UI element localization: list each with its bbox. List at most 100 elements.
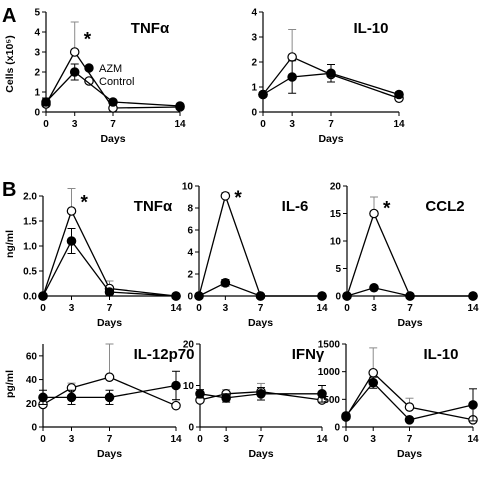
y-tick-label: 1500 (318, 340, 341, 351)
y-tick-label: 10 (183, 381, 195, 392)
data-point-azm (175, 101, 185, 111)
panel-label-a: A (2, 5, 16, 27)
significance-star: * (84, 30, 92, 51)
x-tick-label: 3 (370, 434, 376, 445)
data-point-control (69, 47, 80, 57)
data-point-azm (108, 97, 118, 107)
data-point-control (369, 208, 379, 219)
x-tick-label: 14 (467, 303, 479, 314)
series-line (262, 72, 400, 96)
data-point-control (220, 191, 231, 201)
legend-azm-label: AZM (99, 63, 122, 75)
data-point-azm (368, 377, 379, 388)
chart-title: TNFα (134, 198, 173, 215)
x-axis-label: Days (248, 317, 273, 329)
data-point-control (287, 52, 297, 62)
data-point-azm (287, 72, 297, 82)
data-point-azm (326, 68, 336, 79)
y-tick-label: 5 (335, 264, 341, 275)
y-tick-label: 1.5 (23, 217, 37, 228)
data-point-azm (258, 89, 268, 100)
data-point-azm (369, 282, 379, 293)
y-tick-label: 0 (335, 292, 341, 303)
x-tick-label: 3 (223, 434, 229, 445)
data-point-azm (171, 291, 181, 301)
series-line (262, 56, 400, 99)
series-line (45, 71, 181, 107)
x-tick-label: 14 (316, 303, 328, 314)
y-tick-label: 0 (251, 108, 257, 119)
y-tick-label: 6 (187, 226, 193, 237)
legend: AZM Control (84, 63, 134, 88)
x-tick-label: 14 (174, 119, 186, 130)
chart-title: IFNγ (292, 346, 325, 363)
y-tick-label: 0 (188, 423, 194, 434)
x-tick-label: 3 (69, 303, 75, 314)
data-point-azm (38, 392, 48, 403)
chart-title: IL-10 (353, 20, 388, 37)
data-point-azm (468, 291, 478, 301)
x-tick-label: 7 (258, 434, 264, 445)
x-tick-label: 0 (40, 303, 46, 314)
data-point-azm (255, 291, 266, 301)
data-point-control (104, 372, 115, 382)
y-tick-label: 3 (34, 48, 40, 59)
y-tick-label: 0.5 (23, 267, 37, 278)
y-tick-label: 1.0 (23, 242, 37, 253)
y-tick-label: 20 (183, 340, 195, 351)
x-tick-label: 0 (260, 119, 266, 130)
series-azm (341, 376, 478, 425)
data-point-azm (220, 277, 231, 288)
x-axis-label: Days (318, 133, 343, 145)
data-point-azm (104, 287, 115, 297)
series-line (43, 384, 177, 399)
chart-panel-6: 0 20 40 60 0 3 7 14 Days pg/ml IL-12p70 (4, 343, 195, 460)
data-point-azm (317, 291, 327, 301)
x-tick-label: 3 (223, 303, 229, 314)
chart-panel-3: 0.0 0.5 1.0 1.5 2.0 0 3 7 14 Days ng/ml TNFα * (4, 188, 182, 329)
data-point-azm (38, 291, 48, 301)
legend-control-label: Control (99, 76, 134, 88)
data-point-azm (41, 97, 51, 107)
y-tick-label: 0 (187, 292, 193, 303)
x-tick-label: 7 (107, 303, 113, 314)
data-point-azm (468, 400, 478, 410)
x-tick-label: 3 (289, 119, 295, 130)
data-point-azm (342, 291, 352, 301)
series-azm (38, 370, 181, 405)
chart-panel-2: 0 1 2 3 4 0 3 7 14 Days IL-10 (251, 8, 405, 146)
y-tick-label: 1000 (318, 367, 341, 378)
series-azm (38, 228, 181, 301)
x-axis-label: Days (397, 317, 422, 329)
y-tick-label: 8 (187, 204, 193, 215)
significance-star: * (383, 198, 391, 219)
data-point-azm (69, 67, 80, 77)
x-tick-label: 7 (407, 434, 413, 445)
x-tick-label: 14 (316, 434, 328, 445)
chart-panel-4: 0 2 4 6 8 10 0 3 7 14 Days IL-6 * (182, 182, 328, 330)
y-tick-label: 0.0 (23, 292, 37, 303)
x-axis-label: Days (97, 448, 122, 460)
y-tick-label: 1 (34, 88, 40, 99)
chart-title: CCL2 (425, 198, 464, 215)
data-point-azm (66, 236, 77, 246)
x-tick-label: 7 (110, 119, 116, 130)
series-line (42, 239, 177, 297)
data-point-azm (171, 380, 181, 391)
chart-title: TNFα (131, 20, 170, 37)
y-tick-label: 15 (330, 209, 342, 220)
data-point-azm (256, 388, 266, 399)
data-point-azm (317, 388, 327, 399)
data-point-azm (195, 388, 205, 399)
chart-title: IL-12p70 (134, 346, 195, 363)
series-line (346, 287, 473, 297)
y-tick-label: 2 (187, 270, 193, 281)
data-point-azm (405, 291, 415, 301)
x-tick-label: 14 (467, 434, 479, 445)
chart-title: IL-10 (423, 346, 458, 363)
chart-title: IL-6 (282, 198, 309, 215)
x-tick-label: 0 (196, 303, 202, 314)
y-tick-label: 500 (323, 395, 340, 406)
data-point-azm (221, 393, 231, 403)
y-tick-label: 60 (26, 351, 38, 362)
